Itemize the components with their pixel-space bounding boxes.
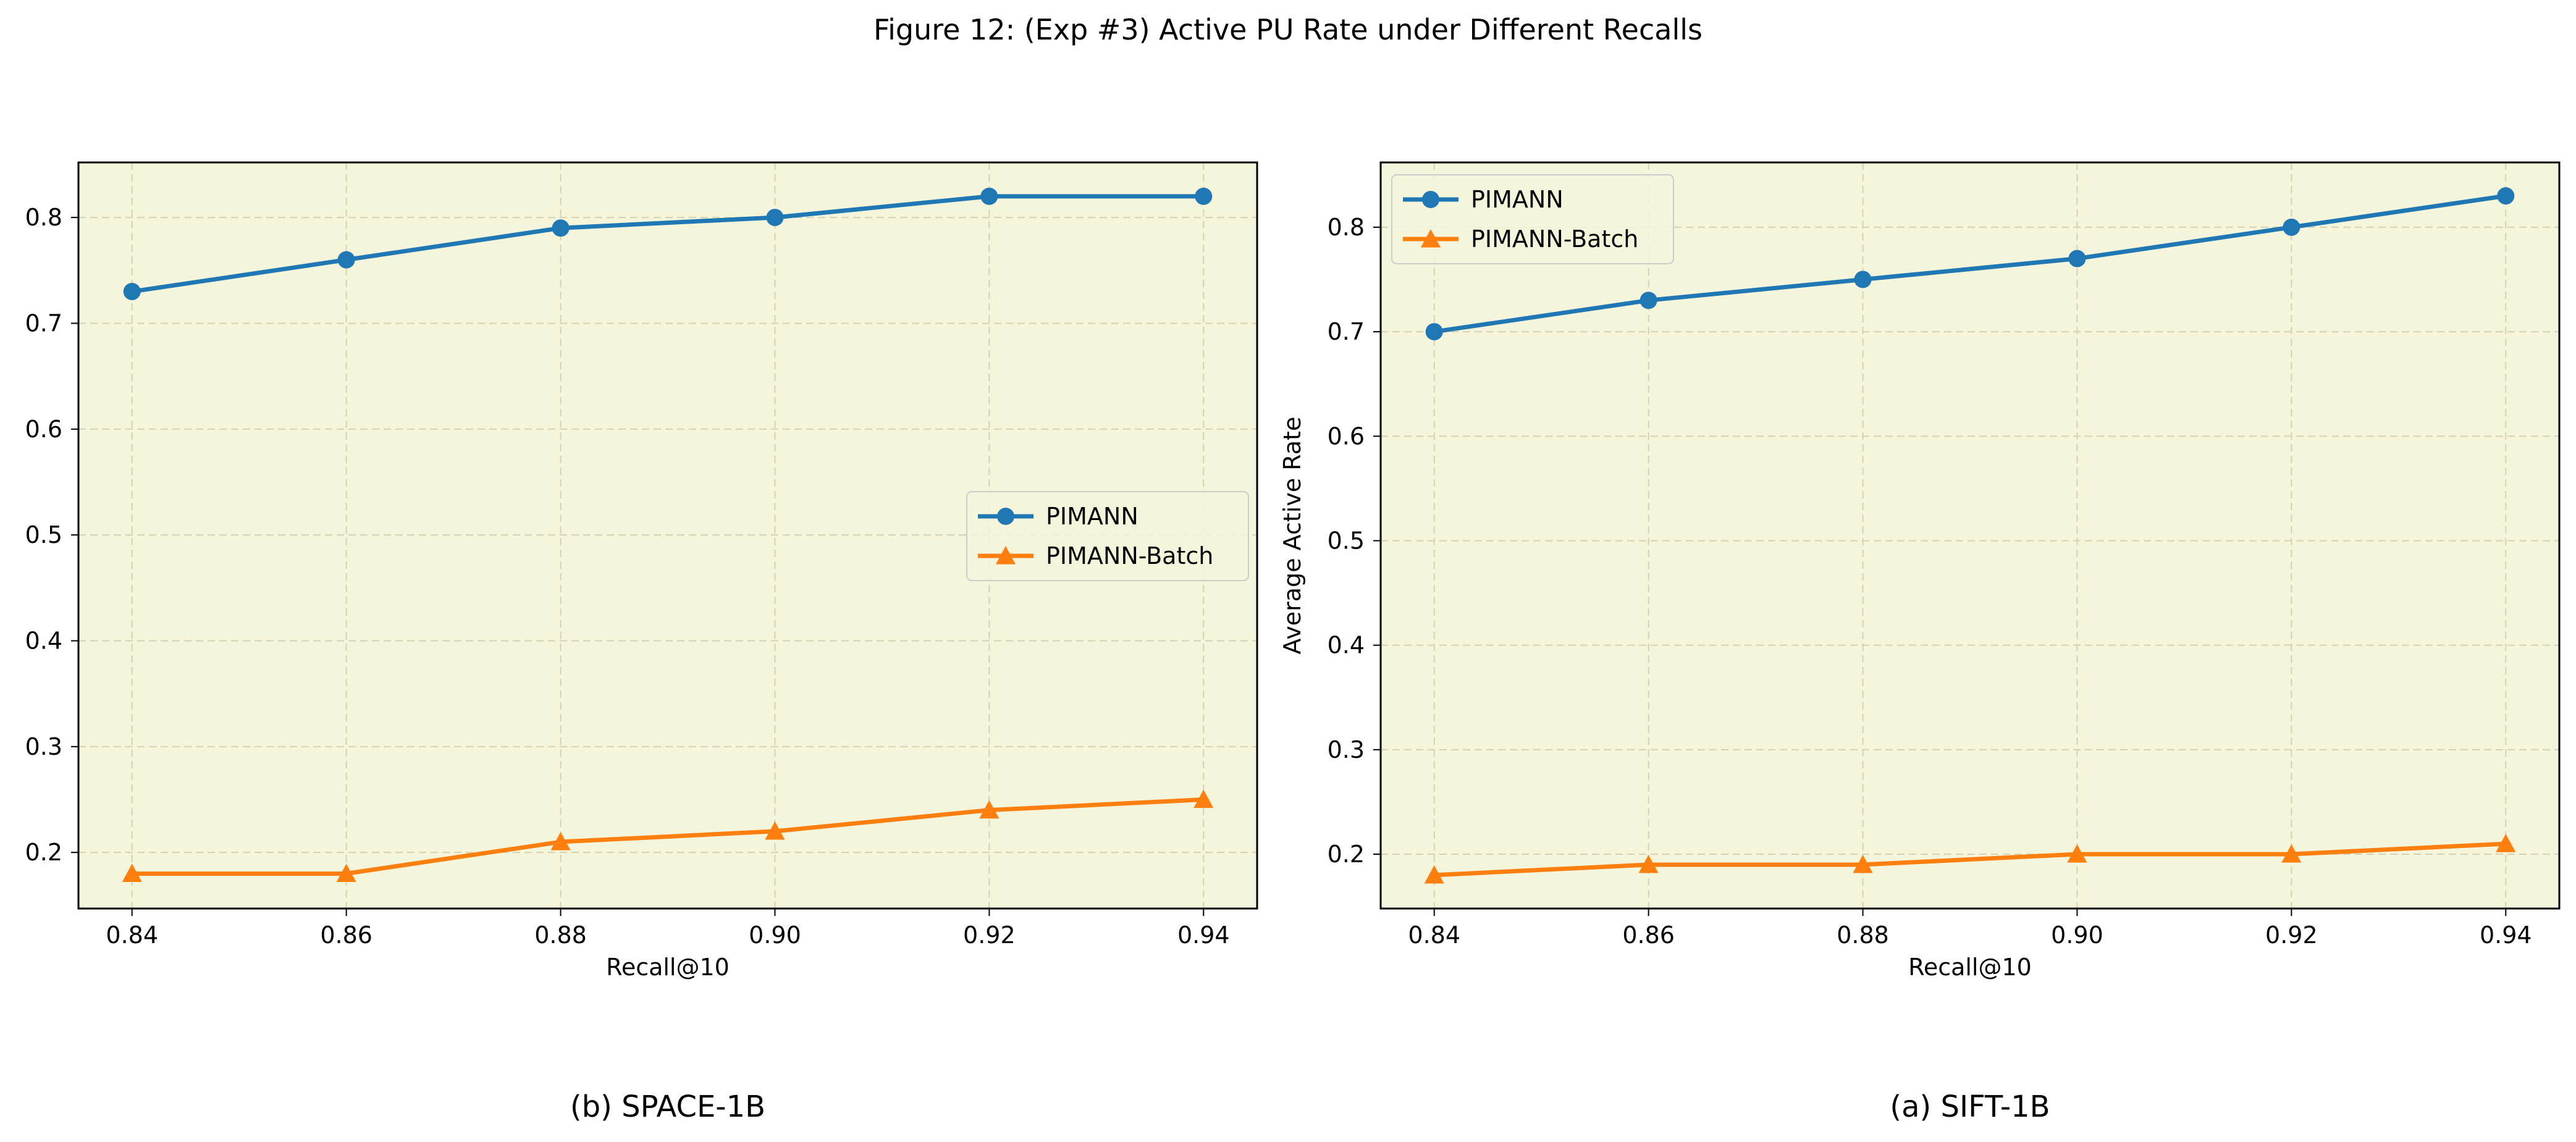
y-tick-label: 0.6	[1328, 422, 1365, 450]
data-point	[1193, 789, 1214, 808]
series-line	[132, 797, 1204, 876]
data-point	[122, 863, 142, 883]
x-tick-label: 0.94	[2480, 922, 2532, 949]
data-point	[552, 219, 570, 237]
legend-marker	[1421, 229, 1441, 248]
data-point	[550, 832, 571, 850]
y-tick-label: 0.7	[1328, 318, 1365, 345]
legend-box	[966, 491, 1249, 581]
plot-frame	[77, 161, 1258, 910]
legend-entry: PIMANN-Batch	[1046, 542, 1213, 569]
legend: PIMANN PIMANN-Batch	[1391, 174, 1674, 264]
legend-marker	[1422, 191, 1439, 208]
x-tick-label: 0.90	[2051, 922, 2103, 949]
x-axis-label: Recall@10	[606, 954, 730, 981]
y-tick-label: 0.4	[25, 627, 62, 654]
data-point	[766, 209, 784, 227]
data-point	[2283, 218, 2300, 236]
data-point	[2067, 844, 2087, 863]
x-tick-label: 0.84	[106, 922, 158, 949]
y-tick-label: 0.8	[1328, 214, 1365, 241]
x-tick-label: 0.94	[1177, 922, 1230, 949]
chart-sift-1b: 0.84 0.86 0.88 0.90 0.92 0.94 0.2 0.3 0.4 0.5 0.6 0…	[1279, 161, 2561, 1124]
data-point	[1639, 292, 1657, 309]
data-point	[2496, 834, 2516, 852]
y-axis-label: Average Active Rate	[1279, 417, 1306, 655]
legend-marker	[997, 508, 1014, 525]
y-tick-label: 0.5	[1328, 527, 1365, 554]
x-tick-label: 0.92	[2265, 922, 2318, 949]
y-tick-label: 0.3	[25, 733, 62, 760]
series-line	[1434, 193, 2506, 334]
plot-frame	[1379, 161, 2561, 910]
subfigure-caption: (a) SIFT-1B	[1890, 1090, 2050, 1124]
data-point	[2281, 844, 2302, 863]
x-tick-label: 0.92	[963, 922, 1016, 949]
plot-area	[1381, 162, 2559, 909]
y-tick-label: 0.4	[1328, 632, 1365, 659]
data-point	[1638, 854, 1659, 873]
legend-marker	[996, 546, 1016, 565]
legend-entry: PIMANN	[1471, 186, 1564, 213]
x-tick-label: 0.84	[1408, 922, 1460, 949]
y-tick-label: 0.2	[25, 839, 62, 866]
x-tick-label: 0.86	[1622, 922, 1675, 949]
data-point	[337, 251, 355, 269]
series-line	[132, 194, 1204, 294]
y-tick-label: 0.5	[25, 521, 62, 548]
data-point	[1195, 187, 1213, 205]
chart-space-1b: 0.84 0.86 0.88 0.90 0.92 0.94 0.2 0.3 0.4 0.5 0.6 0…	[25, 161, 1258, 1124]
y-tick-label: 0.6	[25, 416, 62, 443]
legend-entry: PIMANN-Batch	[1471, 225, 1638, 253]
x-tick-label: 0.88	[1837, 922, 1889, 949]
data-point	[2068, 250, 2086, 267]
y-tick-label: 0.8	[25, 204, 62, 231]
data-point	[1854, 271, 1872, 288]
data-point	[123, 283, 141, 301]
data-point	[765, 821, 785, 840]
data-point	[336, 863, 356, 883]
series-line	[1434, 841, 2506, 878]
data-point	[979, 800, 1000, 819]
data-point	[980, 187, 998, 205]
legend-box	[1391, 174, 1674, 264]
x-axis-label: Recall@10	[1908, 954, 2032, 981]
data-point	[1424, 865, 1444, 884]
data-point	[1853, 854, 1873, 873]
legend-entry: PIMANN	[1046, 503, 1139, 530]
figure-title: Figure 12: (Exp #3) Active PU Rate under…	[873, 13, 1703, 46]
y-tick-label: 0.7	[25, 309, 62, 337]
data-point	[1425, 323, 1443, 341]
x-tick-label: 0.88	[534, 922, 587, 949]
x-tick-label: 0.86	[320, 922, 373, 949]
y-tick-label: 0.3	[1328, 736, 1365, 763]
legend: PIMANN PIMANN-Batch	[966, 491, 1249, 581]
subfigure-caption: (b) SPACE-1B	[570, 1090, 765, 1124]
x-tick-label: 0.90	[749, 922, 801, 949]
data-point	[2497, 187, 2515, 205]
y-tick-label: 0.2	[1328, 841, 1365, 868]
